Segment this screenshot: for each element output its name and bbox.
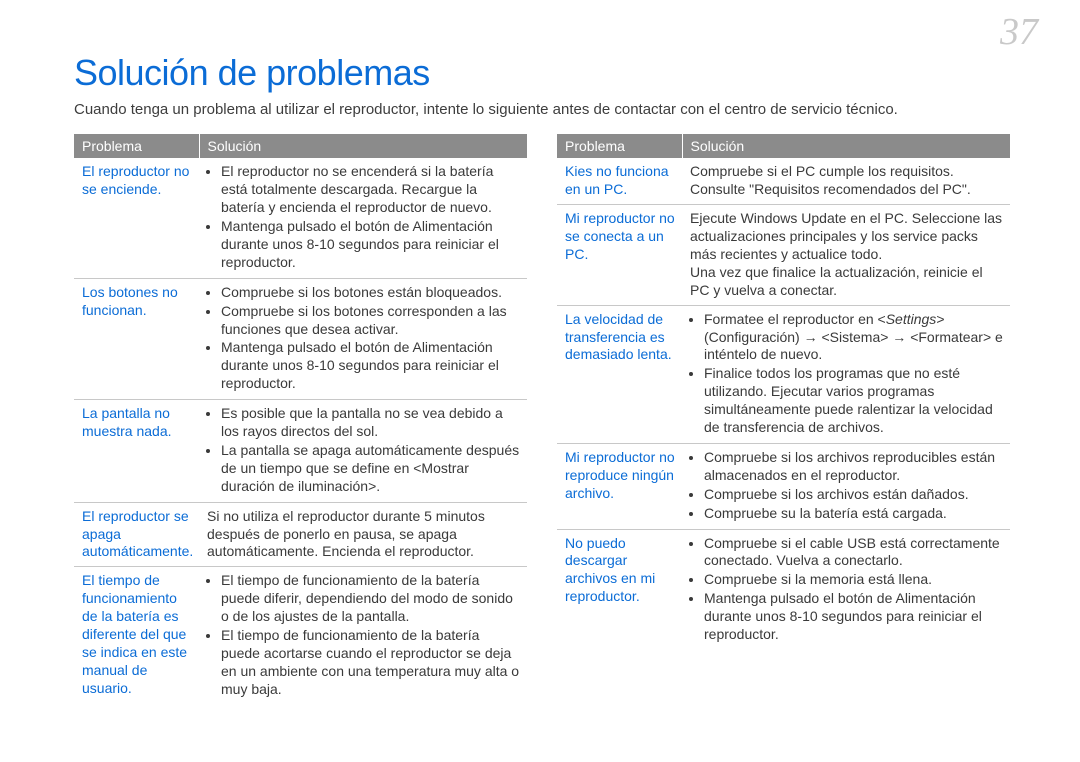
problem-cell: No puedo descargar archivos en mi reprod… [557, 529, 682, 650]
solution-cell: Compruebe si el PC cumple los requisitos… [682, 158, 1010, 204]
table-row: La velocidad de transferencia es demasia… [557, 305, 1010, 443]
left-column: Problema Solución El reproductor no se e… [74, 134, 527, 704]
right-column: Problema Solución Kies no funciona en un… [557, 134, 1010, 704]
list-item: El tiempo de funcionamiento de la baterí… [221, 627, 521, 699]
table-row: El reproductor no se enciende. El reprodu… [74, 158, 527, 278]
col-header-solution: Solución [682, 134, 1010, 158]
problem-cell: Los botones no funcionan. [74, 278, 199, 399]
table-row: Los botones no funcionan. Compruebe si lo… [74, 278, 527, 399]
problem-cell: Mi reproductor no reproduce ningún archi… [557, 443, 682, 529]
solution-cell: Si no utiliza el reproductor durante 5 m… [199, 502, 527, 567]
page: 37 Solución de problemas Cuando tenga un… [0, 0, 1080, 762]
problem-cell: La velocidad de transferencia es demasia… [557, 305, 682, 443]
page-number: 37 [1000, 10, 1038, 54]
page-title: Solución de problemas [74, 52, 1010, 94]
solution-list: El reproductor no se encenderá si la bat… [207, 163, 521, 271]
table-row: Mi reproductor no reproduce ningún archi… [557, 443, 1010, 529]
solution-cell: Compruebe si los botones están bloqueado… [199, 278, 527, 399]
problem-cell: Kies no funciona en un PC. [557, 158, 682, 204]
problem-cell: La pantalla no muestra nada. [74, 400, 199, 503]
list-item: Mantenga pulsado el botón de Alimentació… [221, 339, 521, 393]
solution-list: Compruebe si los botones están bloqueado… [207, 284, 521, 393]
list-item: La pantalla se apaga automáticamente des… [221, 442, 521, 496]
problem-cell: El reproductor se apaga automáticamente. [74, 502, 199, 567]
solution-line: Consulte "Requisitos recomendados del PC… [690, 181, 1004, 199]
problem-cell: El reproductor no se enciende. [74, 158, 199, 278]
list-item: Compruebe si los botones están bloqueado… [221, 284, 521, 302]
solution-cell: El tiempo de funcionamiento de la baterí… [199, 567, 527, 705]
problem-cell: Mi reproductor no se conecta a un PC. [557, 205, 682, 306]
table-row: No puedo descargar archivos en mi reprod… [557, 529, 1010, 650]
list-item: Compruebe si los botones corresponden a … [221, 303, 521, 339]
solution-cell: Formatee el reproductor en <Settings> (C… [682, 305, 1010, 443]
troubleshoot-table-left: Problema Solución El reproductor no se e… [74, 134, 527, 704]
solution-list: El tiempo de funcionamiento de la baterí… [207, 572, 521, 698]
table-row: El tiempo de funcionamiento de la baterí… [74, 567, 527, 705]
table-row: Kies no funciona en un PC. Compruebe si e… [557, 158, 1010, 204]
col-header-solution: Solución [199, 134, 527, 158]
list-item: El tiempo de funcionamiento de la baterí… [221, 572, 521, 626]
list-item: Finalice todos los programas que no esté… [704, 365, 1004, 437]
solution-line: Una vez que finalice la actualización, r… [690, 264, 1004, 300]
problem-cell: El tiempo de funcionamiento de la baterí… [74, 567, 199, 705]
intro-text: Cuando tenga un problema al utilizar el … [74, 100, 1010, 120]
solution-cell: El reproductor no se encenderá si la bat… [199, 158, 527, 278]
solution-list: Compruebe si el cable USB está correctam… [690, 535, 1004, 644]
col-header-problem: Problema [557, 134, 682, 158]
solution-cell: Es posible que la pantalla no se vea deb… [199, 400, 527, 503]
solution-list: Formatee el reproductor en <Settings> (C… [690, 311, 1004, 437]
list-item: Formatee el reproductor en <Settings> (C… [704, 311, 1004, 365]
list-item: Compruebe su la batería está cargada. [704, 505, 1004, 523]
solution-list: Es posible que la pantalla no se vea deb… [207, 405, 521, 496]
table-row: La pantalla no muestra nada. Es posible q… [74, 400, 527, 503]
list-item: Mantenga pulsado el botón de Alimentació… [704, 590, 1004, 644]
list-item: Compruebe si los archivos están dañados. [704, 486, 1004, 504]
solution-line: Ejecute Windows Update en el PC. Selecci… [690, 210, 1004, 264]
solution-line: Si no utiliza el reproductor durante 5 m… [207, 508, 521, 562]
solution-cell: Ejecute Windows Update en el PC. Selecci… [682, 205, 1010, 306]
table-row: El reproductor se apaga automáticamente.… [74, 502, 527, 567]
list-item: Compruebe si la memoria está llena. [704, 571, 1004, 589]
solution-line: Compruebe si el PC cumple los requisitos… [690, 163, 1004, 181]
troubleshoot-table-right: Problema Solución Kies no funciona en un… [557, 134, 1010, 650]
list-item: Es posible que la pantalla no se vea deb… [221, 405, 521, 441]
solution-cell: Compruebe si el cable USB está correctam… [682, 529, 1010, 650]
solution-cell: Compruebe si los archivos reproducibles … [682, 443, 1010, 529]
list-item: Compruebe si los archivos reproducibles … [704, 449, 1004, 485]
columns: Problema Solución El reproductor no se e… [74, 134, 1010, 704]
table-row: Mi reproductor no se conecta a un PC.Eje… [557, 205, 1010, 306]
list-item: Compruebe si el cable USB está correctam… [704, 535, 1004, 571]
col-header-problem: Problema [74, 134, 199, 158]
solution-list: Compruebe si los archivos reproducibles … [690, 449, 1004, 523]
list-item: Mantenga pulsado el botón de Alimentació… [221, 218, 521, 272]
list-item: El reproductor no se encenderá si la bat… [221, 163, 521, 217]
